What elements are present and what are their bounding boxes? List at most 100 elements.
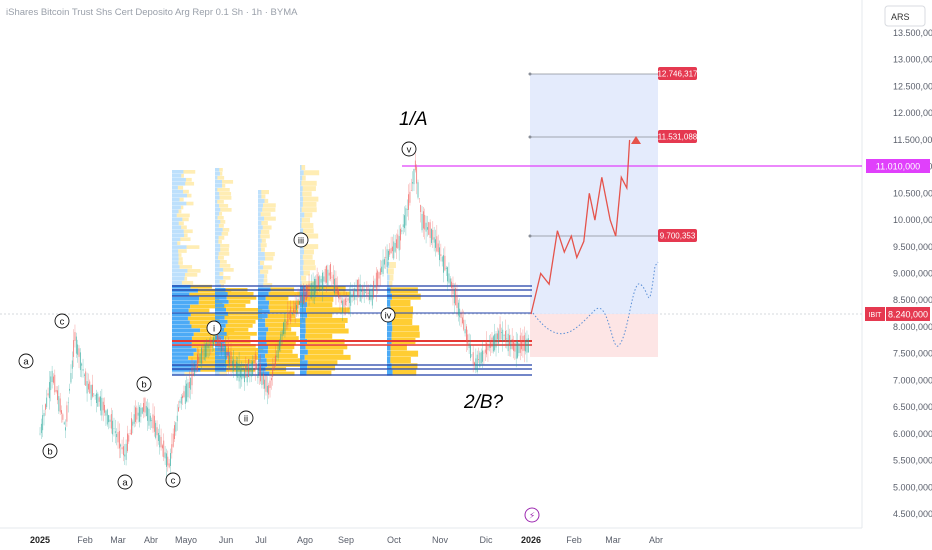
candle-body	[521, 340, 522, 350]
candle-body	[277, 345, 279, 359]
candle-body	[435, 239, 436, 248]
candle-body	[318, 276, 319, 286]
candle-body	[152, 414, 154, 429]
volume-bar-down	[262, 203, 276, 208]
volume-bar-down	[307, 291, 350, 297]
candle-body	[459, 308, 461, 318]
candle-body	[264, 379, 266, 389]
candle-body	[513, 339, 514, 351]
volume-bar-down	[184, 233, 188, 238]
candle-body	[96, 393, 97, 404]
volume-bar-down	[390, 344, 407, 351]
candle-body	[199, 353, 201, 363]
candle-body	[157, 432, 159, 441]
candle-body	[241, 369, 243, 380]
time-axis-tick: Feb	[77, 535, 93, 545]
time-axis[interactable]: 2025 Feb Mar Abr Mayo Jun Jul Ago Sep Oct Nov Dic 20…	[30, 535, 663, 545]
candle-body	[494, 334, 496, 351]
candle-body	[468, 343, 470, 349]
volume-bar-up	[387, 344, 391, 351]
candle-body	[201, 347, 202, 364]
currency-selector[interactable]: ARS	[884, 5, 926, 27]
wave-label-text: iv	[385, 311, 392, 322]
candle-body	[162, 445, 163, 449]
volume-bar-up	[215, 248, 221, 252]
volume-bar-up	[172, 296, 200, 301]
candle-body	[335, 278, 337, 294]
volume-bar-up	[172, 328, 201, 333]
volume-bar-up	[172, 344, 192, 348]
candle-body	[215, 337, 217, 339]
volume-bar-up	[215, 188, 218, 192]
candle-body	[319, 276, 321, 290]
volume-bar-down	[263, 278, 268, 283]
volume-bar-up	[258, 327, 269, 332]
candle-body	[440, 254, 442, 256]
volume-bar-down	[303, 259, 315, 265]
volume-bar-down	[224, 316, 263, 320]
volume-bar-down	[268, 327, 292, 332]
candle-body	[444, 255, 446, 271]
volume-bar-down	[263, 283, 273, 288]
volume-bar-up	[215, 192, 220, 196]
candle-body	[456, 295, 458, 308]
candle-body	[379, 268, 381, 275]
volume-bar-down	[226, 308, 263, 312]
volume-bar-up	[300, 254, 303, 260]
candle-body	[400, 228, 401, 241]
candle-body	[344, 298, 346, 306]
candle-body	[299, 301, 300, 305]
volume-bar-up	[172, 170, 184, 174]
volume-bar-down	[219, 196, 232, 200]
candle-body	[191, 367, 193, 386]
volume-bar-up	[215, 252, 219, 256]
volume-bar-down	[220, 244, 230, 248]
candle-body	[323, 276, 325, 282]
candle-body	[137, 412, 139, 416]
volume-bar-down	[225, 344, 256, 348]
candle-body	[236, 361, 237, 377]
price-axis-tick: 13.500,000	[893, 28, 932, 38]
volume-bar-up	[258, 216, 265, 221]
candle-body	[151, 420, 153, 421]
candle-body	[348, 295, 350, 303]
candle-body	[410, 190, 412, 192]
candle-body	[275, 355, 276, 366]
price-axis-tick: 4.500,000	[893, 509, 932, 519]
volume-bar-up	[172, 352, 194, 356]
candle-body	[436, 236, 438, 252]
candle-body	[172, 433, 174, 447]
volume-bar-up	[215, 228, 223, 232]
volume-bar-up	[172, 280, 182, 285]
candle-body	[422, 211, 424, 229]
volume-bar-down	[221, 180, 234, 184]
price-axis-tick: 6.500,000	[893, 402, 932, 412]
volume-bar-down	[184, 372, 192, 376]
candle-body	[133, 414, 135, 424]
candle-body	[294, 302, 296, 314]
volume-bar-up	[172, 221, 179, 226]
price-candles	[39, 153, 529, 477]
volume-bar-down	[186, 201, 194, 206]
candle-body	[276, 355, 278, 357]
candle-body	[398, 236, 400, 251]
candle-body	[451, 281, 453, 289]
candle-body	[112, 420, 114, 435]
candle-body	[340, 300, 342, 303]
volume-bar-down	[226, 296, 257, 300]
volume-bar-down	[264, 198, 269, 203]
candle-body	[258, 366, 260, 376]
candle-body	[42, 415, 44, 431]
volume-bar-up	[172, 205, 181, 210]
wave-label-circle	[165, 472, 181, 488]
volume-bar-down	[184, 276, 188, 281]
candle-body	[202, 351, 204, 353]
volume-bar-down	[307, 360, 338, 366]
candle-body	[378, 272, 380, 279]
event-icon[interactable]: ⚡	[524, 507, 540, 523]
candle-body	[127, 433, 128, 452]
candle-body	[102, 401, 104, 411]
volume-bar-down	[178, 221, 184, 226]
candle-body	[365, 292, 366, 293]
